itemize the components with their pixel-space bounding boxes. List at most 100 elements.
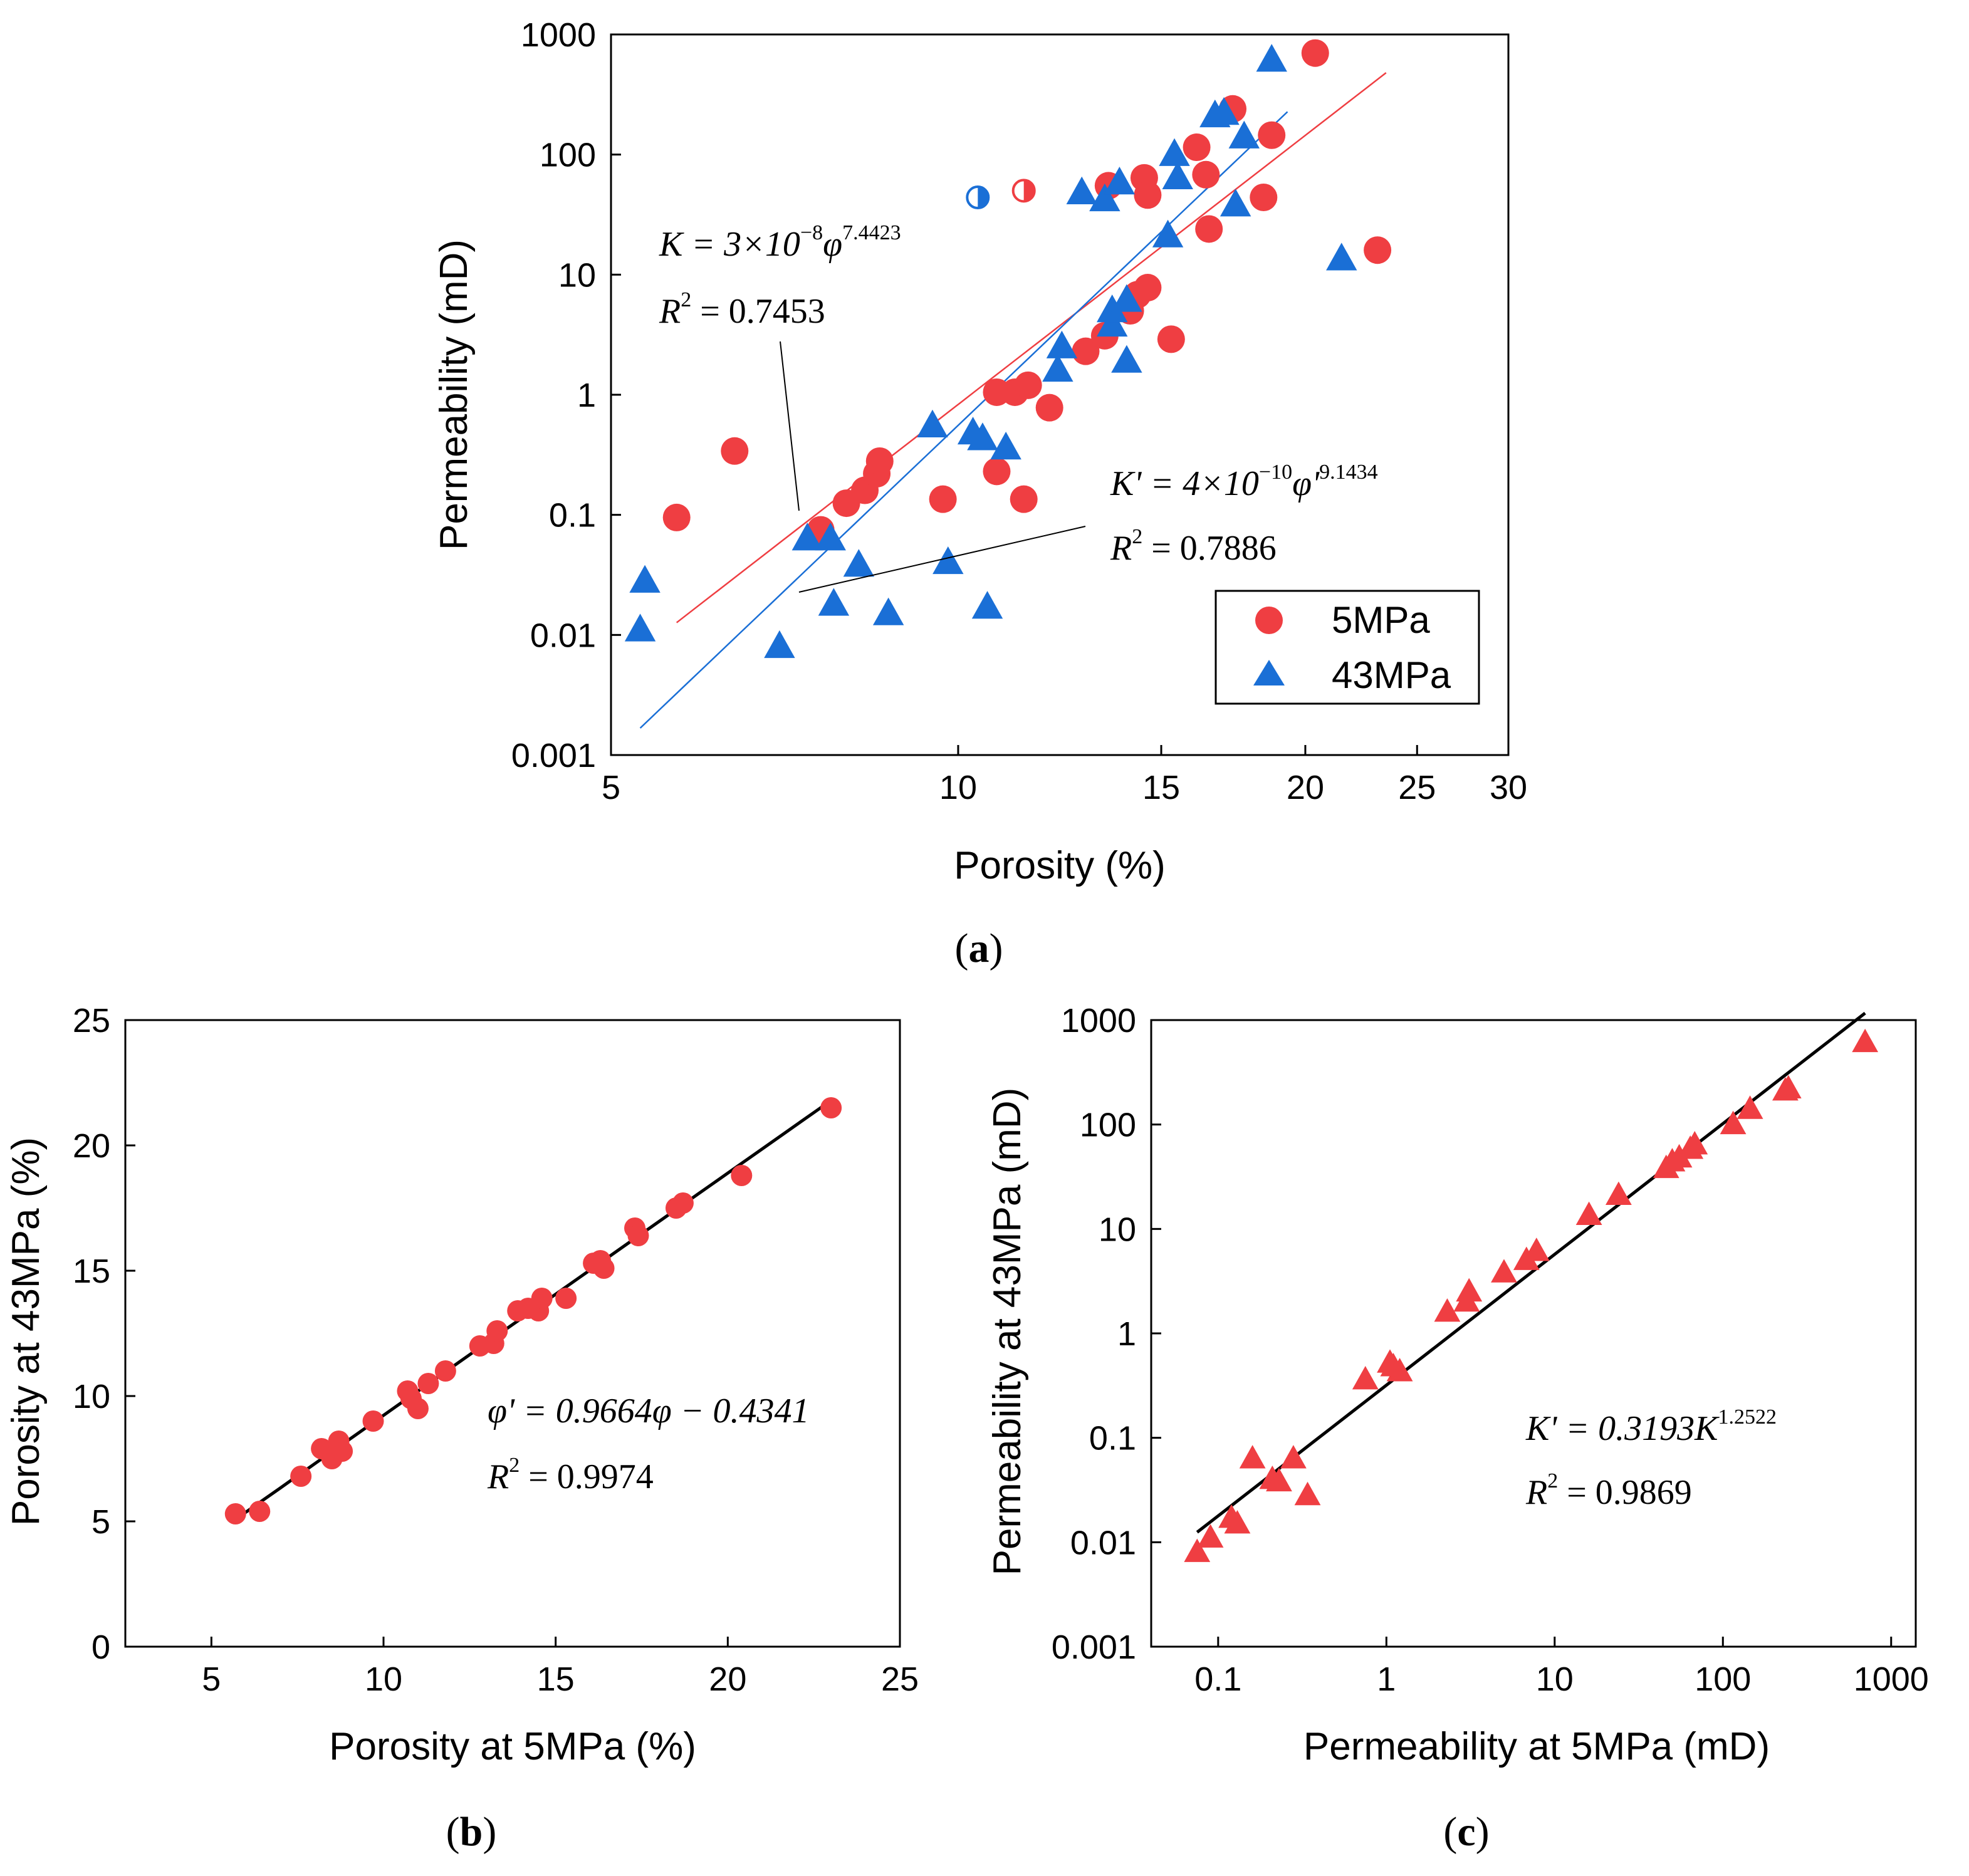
y-tick-label: 0.001 bbox=[511, 737, 596, 774]
x-tick-label: 5 bbox=[602, 769, 620, 806]
data-point-triangle bbox=[1184, 1538, 1211, 1562]
eq-a1-exp2: 7.4423 bbox=[842, 221, 901, 244]
data-point-triangle bbox=[1104, 167, 1136, 195]
x-tick-label: 20 bbox=[1287, 769, 1324, 806]
equation-43mpa-fit: K' = 4×10−10φ'9.1434 R2 = 0.7886 bbox=[798, 461, 1378, 593]
y-tick-label: 0.001 bbox=[1052, 1628, 1136, 1666]
data-point-half-circle bbox=[1011, 179, 1036, 203]
y-tick-label: 1 bbox=[1117, 1315, 1136, 1353]
panel-a-points bbox=[624, 39, 1392, 659]
data-point-circle bbox=[721, 437, 749, 465]
x-tick-label: 10 bbox=[365, 1660, 402, 1698]
data-point-circle bbox=[531, 1288, 553, 1309]
data-point-circle bbox=[1195, 215, 1223, 243]
eq-c-r2-val: = 0.9869 bbox=[1558, 1473, 1692, 1512]
data-point-triangle bbox=[1228, 120, 1260, 149]
y-tick-label: 0.1 bbox=[549, 497, 596, 534]
eq-a1-phi: φ bbox=[823, 225, 842, 264]
x-tick-label: 20 bbox=[709, 1660, 746, 1698]
eq-a1-main: K = 3×10 bbox=[659, 225, 800, 264]
data-point-triangle bbox=[1352, 1365, 1379, 1390]
y-tick-label: 15 bbox=[73, 1253, 110, 1290]
data-point-triangle bbox=[1852, 1028, 1879, 1053]
y-tick-label: 0.01 bbox=[1070, 1524, 1136, 1561]
data-point-circle bbox=[332, 1441, 353, 1462]
panel-c-points bbox=[1184, 1028, 1879, 1562]
fit-line bbox=[639, 111, 1288, 729]
legend-label-5mpa: 5MPa bbox=[1332, 599, 1430, 641]
data-point-triangle bbox=[1434, 1298, 1461, 1322]
panel-c-x-axis-label: Permeability at 5MPa (mD) bbox=[1303, 1725, 1770, 1768]
equation-b-r2: R2 = 0.9974 bbox=[487, 1454, 654, 1496]
eq-a2-r: R bbox=[1110, 529, 1132, 568]
equation-43mpa-r2: R2 = 0.7886 bbox=[1110, 525, 1277, 568]
equation-5mpa-fit: K = 3×10−8φ7.4423 R2 = 0.7453 bbox=[659, 221, 901, 511]
data-point-triangle bbox=[1224, 1509, 1251, 1534]
y-tick-label: 100 bbox=[1080, 1107, 1136, 1144]
data-point-circle bbox=[224, 1503, 246, 1524]
data-point-triangle bbox=[1720, 1110, 1747, 1135]
data-point-circle bbox=[417, 1373, 439, 1394]
data-point-triangle bbox=[1737, 1095, 1763, 1119]
equation-c-r2: R2 = 0.9869 bbox=[1525, 1469, 1692, 1512]
data-point-circle bbox=[1258, 121, 1286, 149]
data-point-circle bbox=[486, 1320, 508, 1342]
data-point-triangle bbox=[1089, 183, 1120, 212]
data-point-circle bbox=[865, 447, 894, 475]
data-point-triangle bbox=[1280, 1445, 1307, 1469]
eq-b-r: R bbox=[487, 1457, 509, 1496]
data-point-triangle bbox=[967, 422, 998, 451]
panel-b: 5 10 15 20 25 0 5 10 15 20 25 Porosity at 5MPa (%)… bbox=[4, 1002, 919, 1855]
data-point-circle bbox=[249, 1501, 271, 1522]
x-tick-label: 1 bbox=[1377, 1660, 1396, 1698]
data-point-triangle bbox=[1111, 284, 1142, 312]
data-point-triangle bbox=[1491, 1259, 1517, 1283]
data-point-triangle bbox=[1066, 176, 1097, 204]
panel-a-fit-lines bbox=[639, 72, 1387, 729]
equation-43mpa-text: K' = 4×10−10φ'9.1434 bbox=[1110, 461, 1378, 503]
data-point-triangle bbox=[990, 432, 1021, 460]
data-point-circle bbox=[1157, 325, 1185, 353]
data-point-circle bbox=[1192, 160, 1220, 189]
data-point-circle bbox=[1364, 236, 1392, 264]
data-point-circle bbox=[290, 1466, 312, 1487]
data-point-circle bbox=[731, 1165, 753, 1186]
data-point-circle bbox=[662, 503, 691, 531]
data-point-circle bbox=[1301, 39, 1329, 67]
leader-line-5mpa bbox=[780, 341, 800, 511]
data-point-circle bbox=[1134, 181, 1162, 209]
x-tick-label: 15 bbox=[1142, 769, 1180, 806]
y-tick-label: 25 bbox=[73, 1002, 110, 1040]
data-point-circle bbox=[555, 1288, 577, 1309]
equation-c-text: K' = 0.3193K1.2522 bbox=[1525, 1405, 1777, 1448]
panel-c-y-axis-label: Permeability at 43MPa (mD) bbox=[986, 1088, 1029, 1576]
y-tick-label: 5 bbox=[91, 1503, 110, 1541]
y-tick-label: 20 bbox=[73, 1127, 110, 1165]
panel-c-ticks: 0.1 1 10 100 1000 0.001 0.01 0.1 1 10 100 1000 bbox=[1052, 1002, 1929, 1698]
eq-a2-r2-sup: 2 bbox=[1132, 525, 1142, 548]
x-tick-label: 25 bbox=[1398, 769, 1436, 806]
data-point-circle bbox=[1010, 485, 1038, 513]
panel-a-label: (a) bbox=[955, 925, 1003, 971]
data-point-triangle bbox=[1097, 308, 1128, 337]
panel-a-ticks: 5 10 15 20 25 30 0.001 0.01 0.1 1 10 100 1000 bbox=[511, 16, 1527, 806]
equation-panel-b: φ' = 0.9664φ − 0.4341 R2 = 0.9974 bbox=[487, 1392, 810, 1496]
eq-a2-main: K' = 4×10 bbox=[1110, 464, 1259, 503]
panel-c-label: (c) bbox=[1443, 1809, 1489, 1855]
data-point-triangle bbox=[1046, 330, 1078, 358]
panel-b-y-axis-label: Porosity at 43MPa (%) bbox=[4, 1137, 48, 1526]
data-point-triangle bbox=[1208, 97, 1240, 125]
eq-c-exp: 1.2522 bbox=[1718, 1405, 1777, 1429]
fit-line bbox=[1196, 1011, 1866, 1534]
panel-c-letter: c bbox=[1457, 1809, 1475, 1855]
data-point-circle bbox=[1035, 393, 1063, 422]
data-point-circle bbox=[434, 1360, 456, 1382]
data-point-circle bbox=[1134, 274, 1162, 302]
data-point-circle bbox=[627, 1225, 649, 1246]
data-point-circle bbox=[1183, 133, 1211, 162]
eq-c-r2-sup: 2 bbox=[1547, 1469, 1558, 1493]
data-point-circle bbox=[983, 457, 1011, 486]
leader-line-43mpa bbox=[798, 526, 1086, 593]
data-point-triangle bbox=[1681, 1130, 1708, 1155]
data-point-circle bbox=[929, 485, 957, 513]
